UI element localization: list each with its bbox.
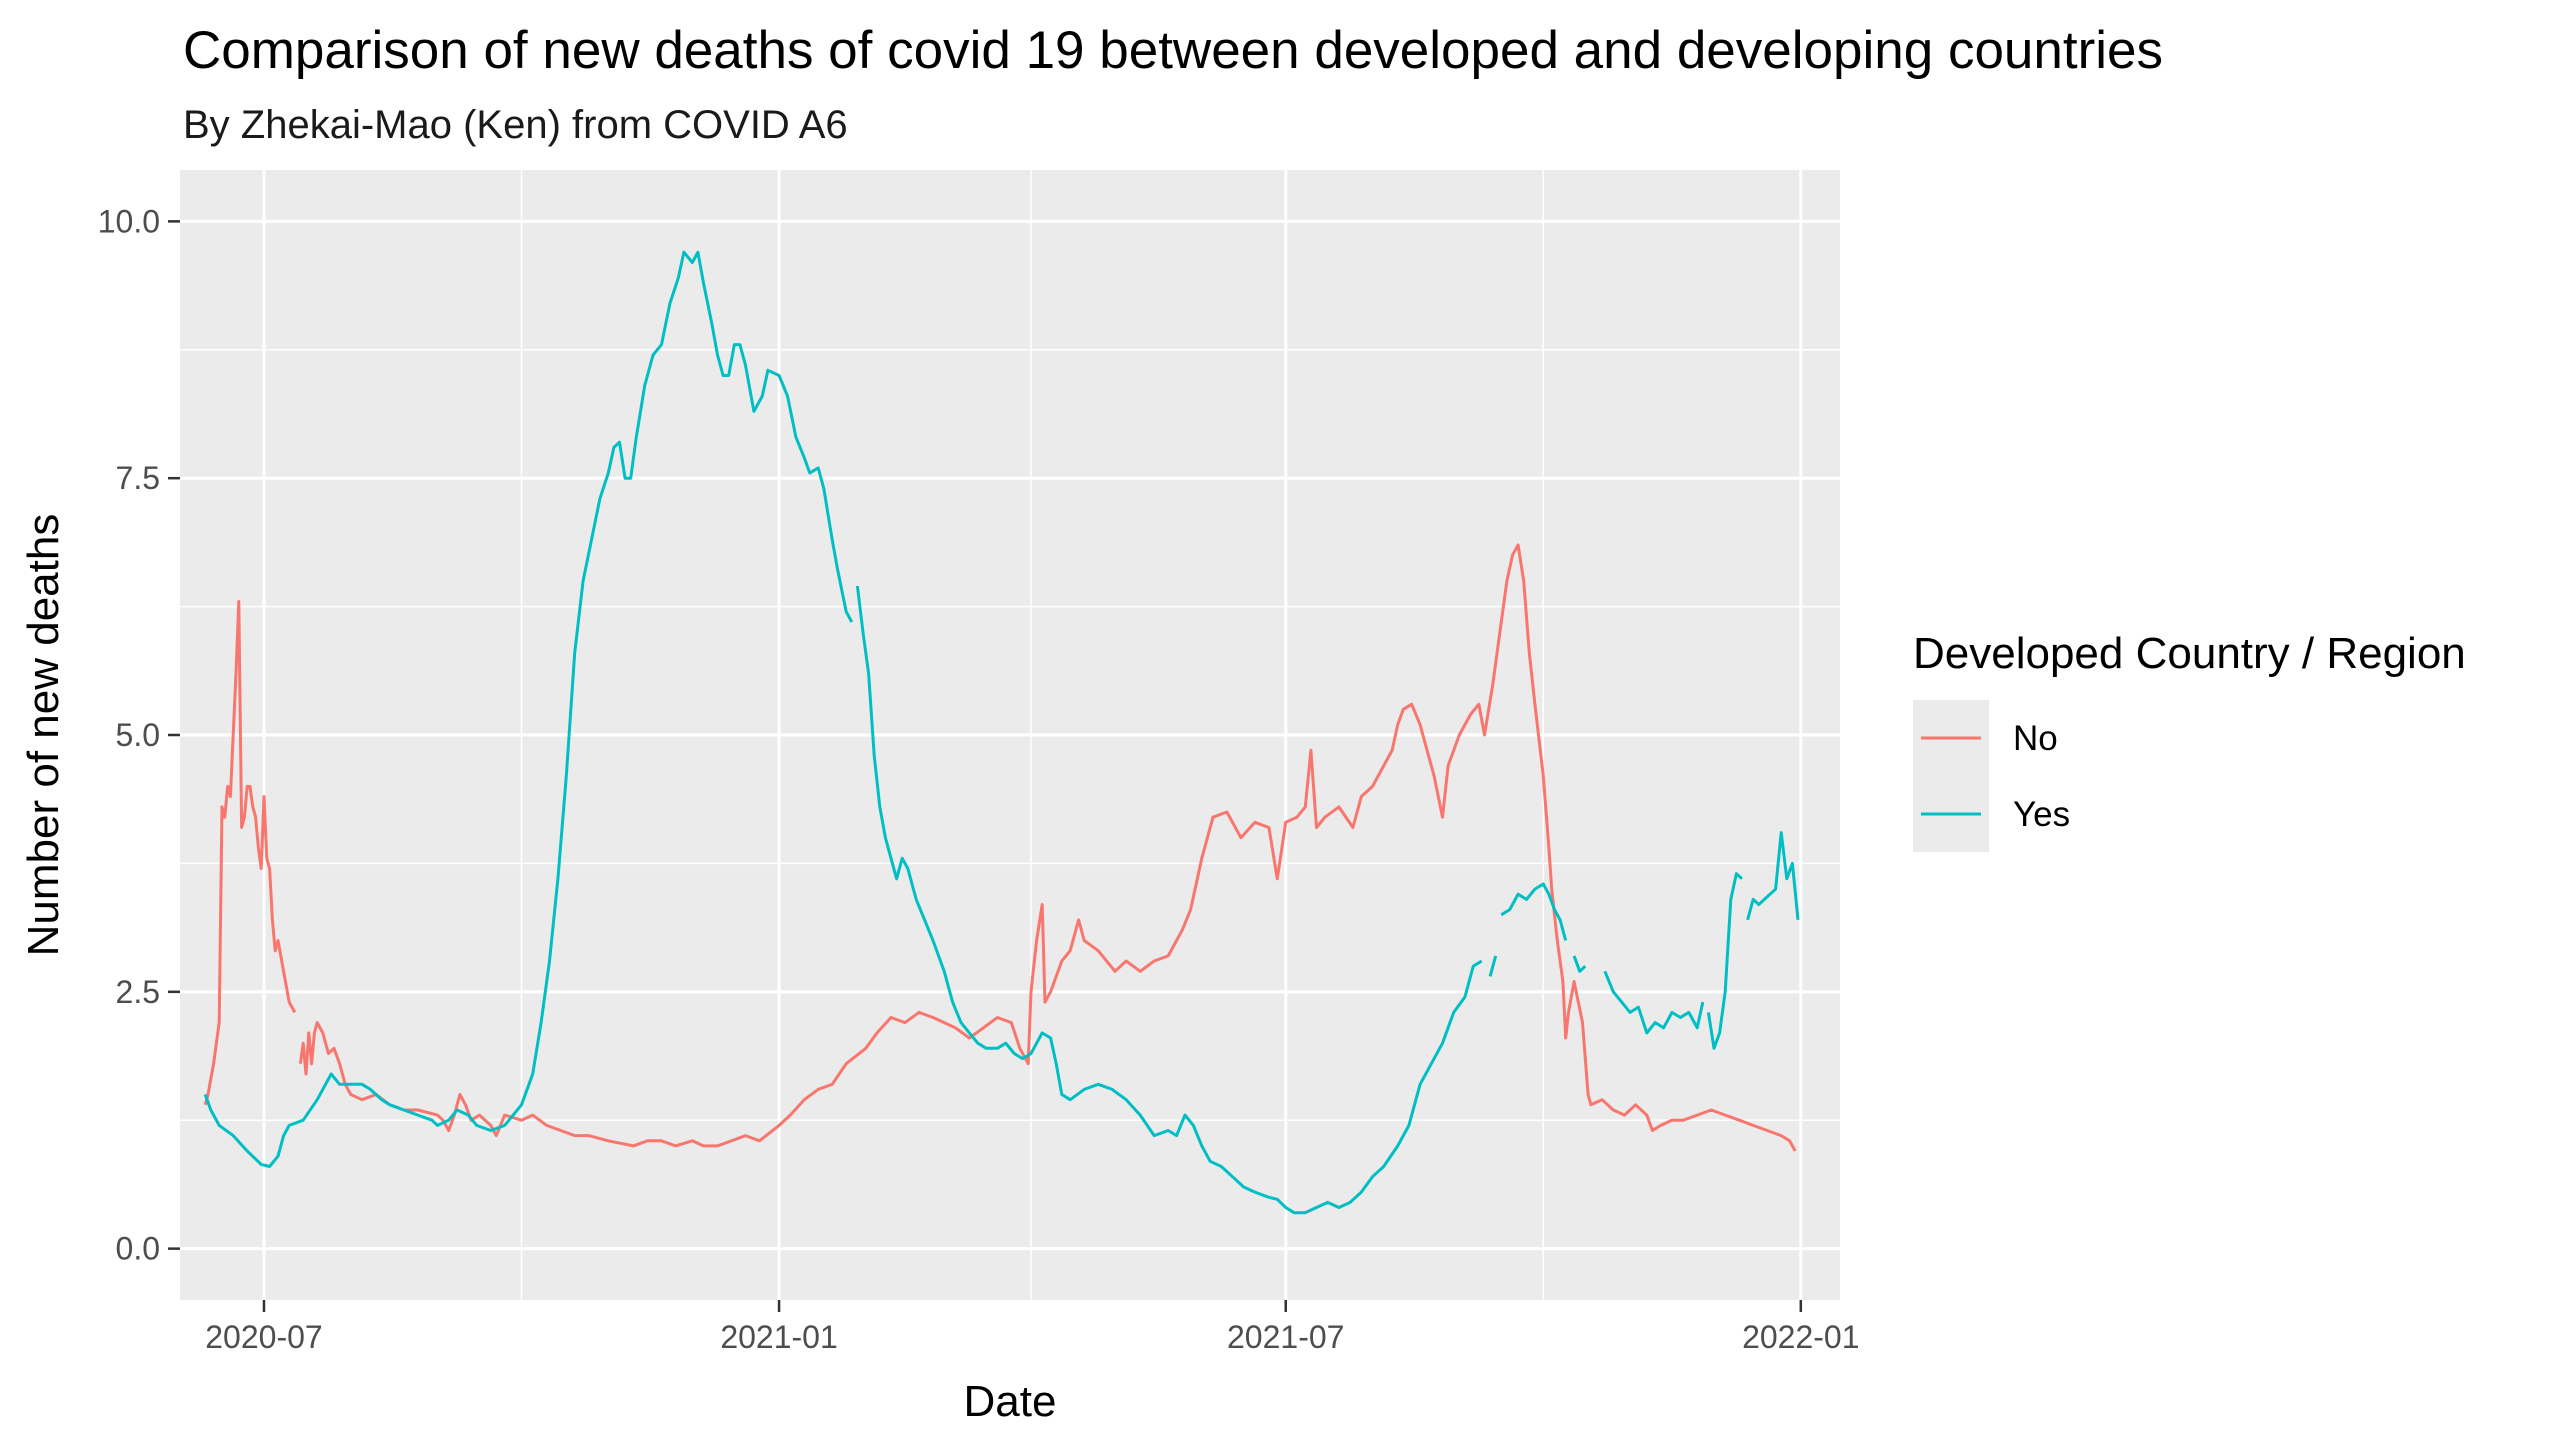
- series-layer: [203, 250, 1800, 1215]
- y-tick-label-3: 7.5: [116, 460, 160, 496]
- series-yes-line-1: [855, 585, 1483, 1215]
- series-no-line-0: [203, 600, 297, 1106]
- x-tick-label-3: 2022-01: [1742, 1319, 1859, 1355]
- y-tick-label-4: 10.0: [98, 203, 160, 239]
- legend-title: Developed Country / Region: [1913, 629, 2466, 678]
- x-tick-label-2: 2021-07: [1227, 1319, 1344, 1355]
- series-no-line-1: [298, 543, 1797, 1152]
- chart-subtitle: By Zhekai-Mao (Ken) from COVID A6: [183, 103, 848, 147]
- series-yes-line-5: [1603, 970, 1705, 1035]
- x-axis-title: Date: [964, 1377, 1057, 1426]
- legend-label-yes: Yes: [2013, 795, 2070, 834]
- major-grid: [180, 170, 1840, 1300]
- series-yes-line-0: [203, 250, 854, 1168]
- y-axis: 0.0 2.5 5.0 7.5 10.0: [98, 203, 180, 1267]
- y-tick-label-1: 2.5: [116, 974, 160, 1010]
- legend: Developed Country / Region No Yes: [1913, 629, 2466, 852]
- chart-title: Comparison of new deaths of covid 19 bet…: [183, 21, 2163, 80]
- x-axis: 2020-07 2021-01 2021-07 2022-01: [205, 1300, 1860, 1355]
- series-yes-line-2: [1488, 955, 1498, 977]
- y-tick-label-0: 0.0: [116, 1231, 160, 1267]
- series-yes-line-6: [1706, 872, 1744, 1050]
- y-tick-label-2: 5.0: [116, 717, 160, 753]
- legend-label-no: No: [2013, 719, 2058, 758]
- x-tick-label-1: 2021-01: [720, 1319, 837, 1355]
- series-yes-line-4: [1572, 955, 1587, 973]
- series-yes-line-3: [1500, 882, 1568, 941]
- y-axis-title: Number of new deaths: [19, 514, 68, 957]
- x-tick-label-0: 2020-07: [205, 1319, 322, 1355]
- series-yes-line-7: [1746, 831, 1800, 921]
